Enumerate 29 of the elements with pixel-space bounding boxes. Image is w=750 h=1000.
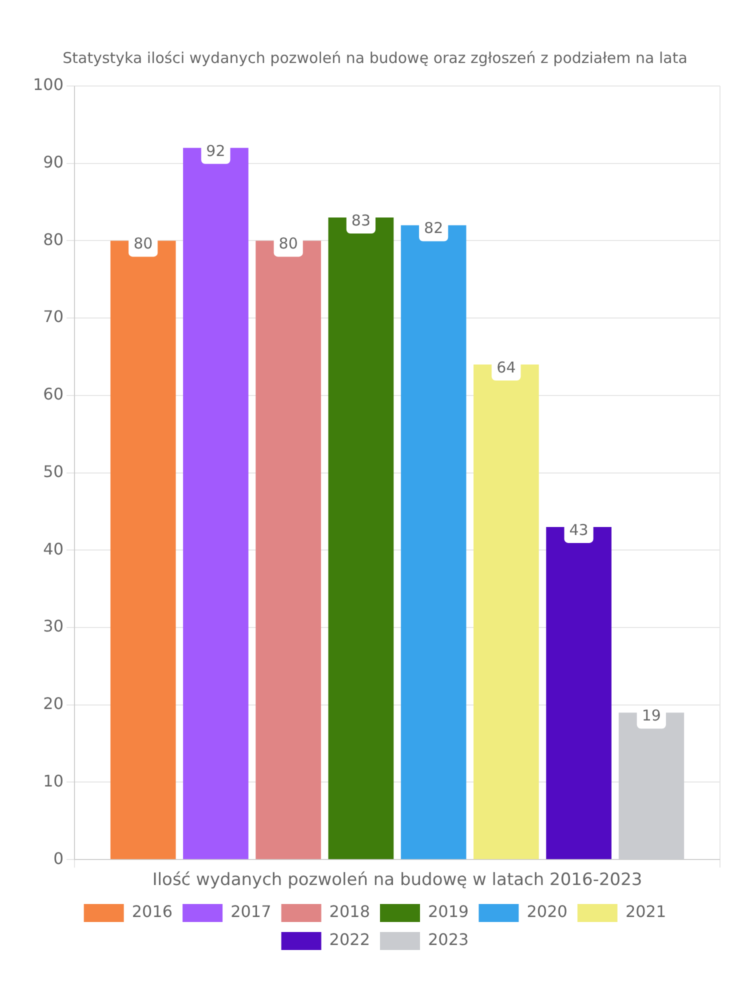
legend-label: 2021 (625, 902, 666, 922)
data-label: 80 (278, 234, 298, 253)
data-label: 43 (569, 520, 588, 539)
legend-label: 2016 (132, 902, 173, 922)
y-tick-label: 10 (43, 771, 64, 790)
y-tick-label: 60 (43, 384, 64, 404)
y-tick-label: 50 (43, 462, 64, 481)
y-tick-label: 20 (43, 694, 64, 714)
data-label: 83 (351, 211, 371, 230)
y-tick-label: 70 (43, 307, 64, 326)
legend-label: 2020 (526, 902, 568, 922)
x-tick-label: Ilość wydanych pozwoleń na budowę w latach 2016-2023 (152, 870, 642, 890)
y-tick-label: 80 (43, 230, 64, 249)
legend-label: 2023 (428, 930, 469, 950)
data-label: 80 (134, 234, 153, 253)
legend-label: 2022 (329, 930, 370, 950)
legend-label: 2017 (230, 902, 272, 922)
y-tick-label: 40 (43, 539, 64, 558)
data-label: 64 (496, 358, 516, 376)
data-label: 19 (642, 706, 661, 725)
y-tick-label: 100 (32, 75, 64, 94)
legend-label: 2019 (428, 902, 469, 922)
y-tick-label: 0 (53, 848, 64, 868)
chart-title: Statystyka ilości wydanych pozwoleń na budowę oraz zgłoszeń z podziałem na lata (62, 48, 688, 67)
legend-label: 2018 (329, 902, 370, 922)
y-tick-label: 30 (43, 616, 64, 636)
y-tick-label: 90 (43, 152, 64, 172)
data-label: 92 (206, 142, 226, 160)
data-label: 82 (424, 219, 444, 238)
